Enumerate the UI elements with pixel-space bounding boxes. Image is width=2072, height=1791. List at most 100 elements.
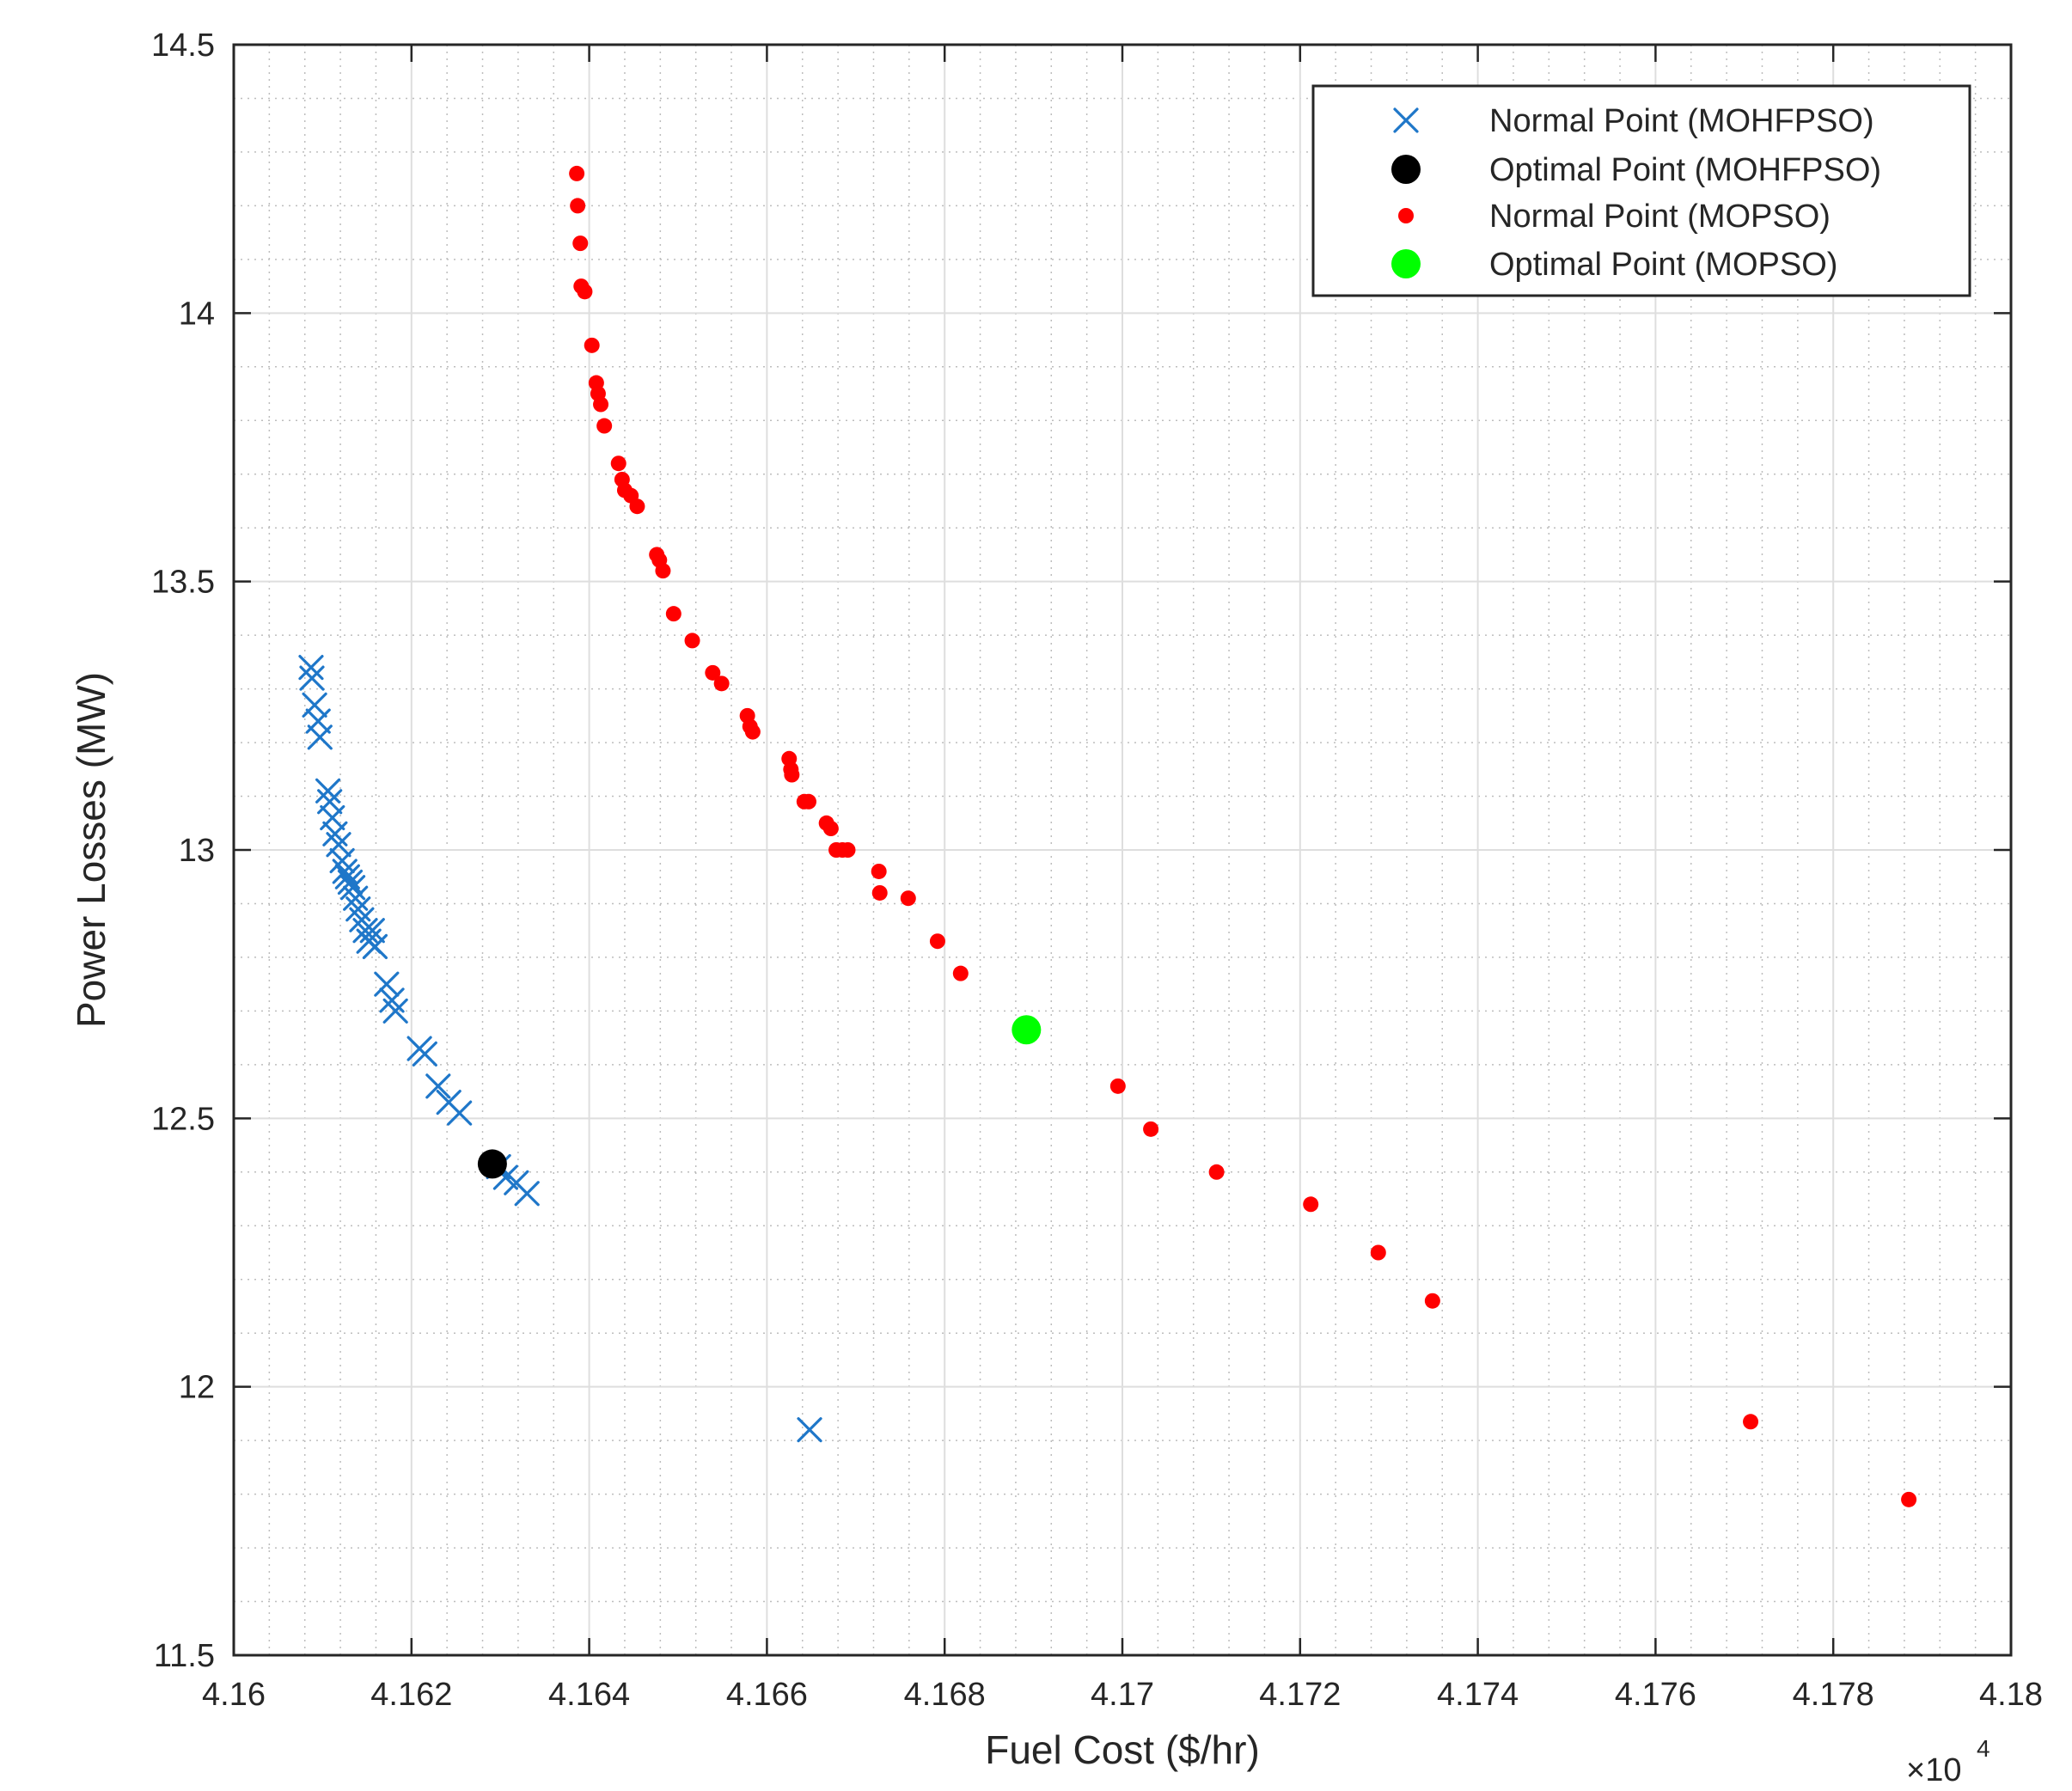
x-marker-stroke — [1393, 107, 1419, 133]
x-tick-labels: 4.16 4.162 4.164 4.166 4.168 4.17 4.172 4.174 4.… — [202, 1677, 2043, 1713]
data-point — [514, 1181, 540, 1207]
x-marker-stroke — [332, 859, 358, 884]
x-axis-multiplier: ×10 4 — [1906, 1735, 1990, 1788]
data-point — [1370, 1244, 1386, 1261]
legend-marker-green-circle — [1391, 249, 1421, 278]
legend-marker-black-circle — [1391, 155, 1421, 184]
x-tick-label: 4.178 — [1793, 1677, 1874, 1713]
data-point — [629, 498, 645, 515]
x-marker-stroke — [339, 875, 366, 901]
data-point — [929, 933, 945, 950]
data-point — [572, 235, 589, 252]
data-point — [1901, 1491, 1917, 1507]
legend-box — [1311, 84, 1971, 297]
data-point — [665, 606, 681, 622]
legend-label: Optimal Point (MOPSO) — [1489, 247, 1837, 283]
x-marker-stroke — [343, 885, 369, 911]
data-point — [569, 165, 585, 181]
x-marker-stroke — [362, 933, 388, 960]
data-point — [298, 655, 324, 681]
x-tick-label: 4.162 — [370, 1677, 452, 1713]
legend-marker-shape — [1393, 107, 1419, 133]
legend-item-optimal-mopso: Optimal Point (MOPSO) — [1391, 247, 1837, 283]
data-point — [584, 337, 600, 353]
x-marker-stroke — [315, 778, 341, 804]
x-tick-label: 4.16 — [202, 1677, 266, 1713]
data-point — [1012, 1015, 1042, 1045]
data-point — [784, 767, 800, 783]
y-tick-label: 11.5 — [154, 1638, 215, 1674]
x-marker-stroke — [302, 692, 327, 718]
series-1 — [477, 1149, 507, 1179]
legend: Normal Point (MOHFPSO) Optimal Point (MO… — [1311, 84, 1971, 297]
data-point — [307, 724, 333, 750]
data-point — [577, 284, 593, 300]
x-marker-stroke — [322, 821, 348, 847]
data-point — [447, 1100, 473, 1126]
data-point — [315, 778, 341, 804]
x-marker-stroke — [412, 1041, 437, 1067]
x-marker-stroke — [447, 1100, 473, 1126]
legend-label: Normal Point (MOPSO) — [1489, 199, 1831, 235]
x-tick-label: 4.164 — [548, 1677, 630, 1713]
y-tick-label: 14.5 — [151, 28, 215, 64]
x-tick-label: 4.18 — [1979, 1677, 2043, 1713]
y-tick-label: 12 — [179, 1370, 215, 1406]
data-point — [705, 664, 721, 681]
series-0 — [298, 655, 822, 1443]
x-marker-stroke — [797, 1417, 822, 1443]
data-point — [1424, 1293, 1440, 1309]
x-tick-label: 4.17 — [1091, 1677, 1154, 1713]
x-marker-stroke — [307, 724, 333, 750]
data-point — [596, 418, 613, 434]
data-point — [412, 1041, 437, 1067]
x-marker-stroke — [298, 655, 324, 681]
y-tick-label: 14 — [179, 296, 215, 332]
legend-marker-shape — [1391, 249, 1421, 278]
legend-marker-red-dot — [1398, 208, 1414, 223]
data-point — [570, 198, 586, 214]
data-point — [1109, 1078, 1126, 1094]
x-marker-stroke — [334, 864, 360, 889]
data-point — [1743, 1414, 1759, 1430]
data-point — [684, 633, 700, 649]
x-marker-stroke — [382, 998, 408, 1024]
data-point — [797, 1417, 822, 1443]
y-tick-label: 13 — [179, 833, 215, 869]
ticks — [232, 43, 2013, 1657]
x-tick-label: 4.176 — [1615, 1677, 1696, 1713]
y-tick-label: 12.5 — [151, 1101, 215, 1137]
data-points — [298, 165, 1917, 1507]
x-marker-stroke — [514, 1181, 540, 1207]
x-marker-stroke — [337, 869, 364, 896]
data-point — [299, 665, 325, 691]
data-point — [1143, 1121, 1159, 1137]
data-point — [337, 869, 364, 896]
x-axis-title: Fuel Cost ($/hr) — [985, 1727, 1260, 1772]
x-marker-stroke — [329, 847, 355, 874]
data-point — [800, 793, 816, 810]
y-axis-title: Power Losses (MW) — [69, 672, 113, 1028]
data-point — [477, 1149, 507, 1179]
x-multiplier-base: ×10 — [1906, 1752, 1961, 1788]
data-point — [840, 842, 856, 858]
x-marker-stroke — [345, 896, 371, 922]
legend-marker-shape — [1391, 155, 1421, 184]
data-point — [593, 396, 609, 413]
x-marker-stroke — [425, 1073, 451, 1099]
x-marker-stroke — [299, 665, 325, 691]
series-2 — [569, 165, 1917, 1507]
x-tick-label: 4.168 — [904, 1677, 986, 1713]
data-point — [822, 821, 839, 837]
legend-item-normal-mohfpso: Normal Point (MOHFPSO) — [1393, 103, 1874, 139]
data-point — [362, 933, 388, 960]
legend-item-normal-mopso: Normal Point (MOPSO) — [1398, 199, 1831, 235]
data-point — [900, 890, 916, 907]
legend-item-optimal-mohfpso: Optimal Point (MOHFPSO) — [1391, 152, 1881, 188]
data-point — [382, 998, 408, 1024]
data-point — [1303, 1196, 1319, 1213]
legend-marker-x — [1393, 107, 1419, 133]
x-marker-stroke — [379, 987, 405, 1013]
data-point — [744, 724, 761, 740]
